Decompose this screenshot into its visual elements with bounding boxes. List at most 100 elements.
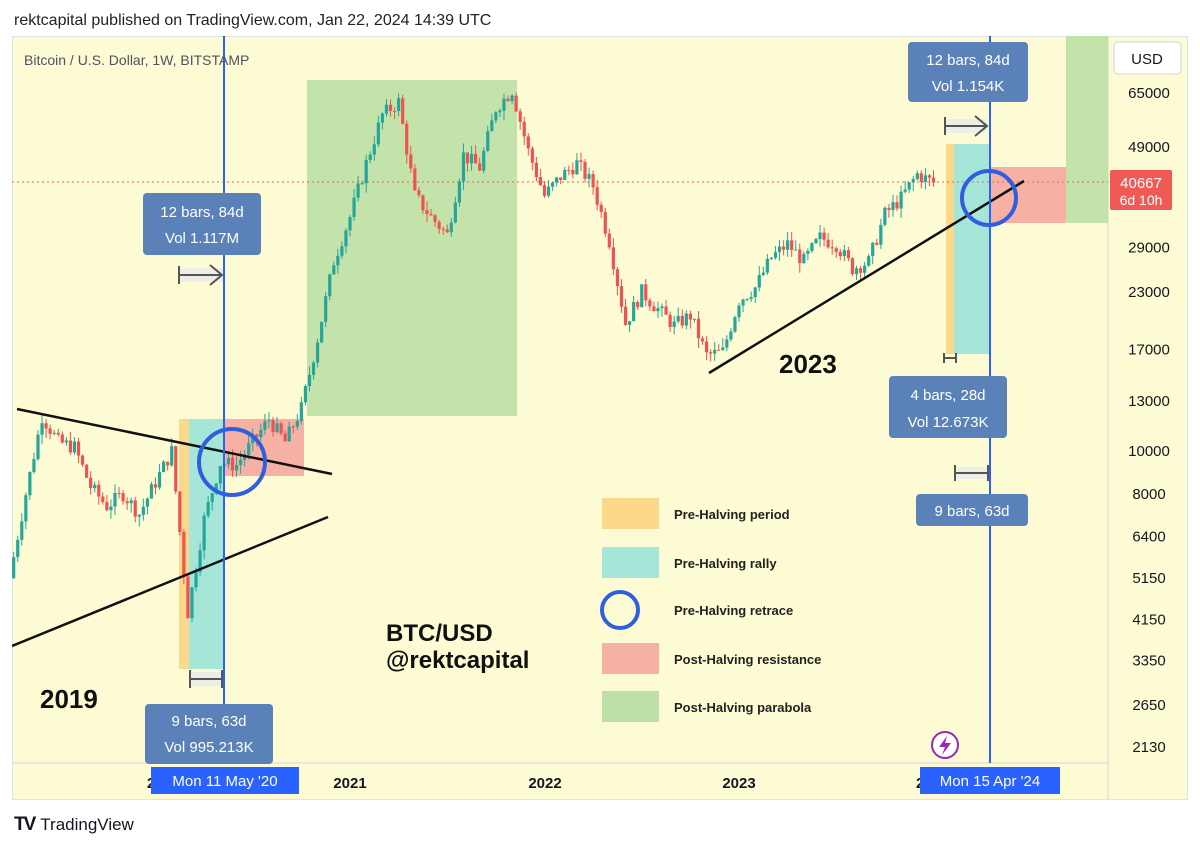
candle-body (372, 144, 376, 155)
trendline-2019-ascending (12, 515, 329, 648)
range-arrow-2024-top (944, 115, 989, 137)
candle-body (798, 249, 802, 264)
time-marker-halving-2024: Mon 15 Apr '24 (920, 767, 1060, 794)
candle-body (478, 163, 482, 171)
watermark-line-2: @rektcapital (386, 647, 529, 674)
chart-svg[interactable]: 12 bars, 84d Vol 1.117M 9 bars, 63d Vol … (12, 36, 1188, 800)
candle-body (247, 443, 251, 455)
candle-body (437, 221, 441, 229)
legend-swatch (602, 643, 659, 674)
info-box-2024-top: 12 bars, 84d Vol 1.154K (908, 42, 1028, 102)
range-arrow-2020-bottom (189, 670, 223, 688)
currency-button[interactable]: USD (1113, 41, 1182, 75)
candle-body (20, 521, 24, 540)
candle-body (32, 459, 36, 473)
candle-body (433, 215, 437, 222)
candle-body (109, 506, 113, 511)
candle-body (287, 426, 291, 442)
chart-frame[interactable]: 12 bars, 84d Vol 1.117M 9 bars, 63d Vol … (12, 36, 1188, 800)
candle-body (761, 272, 765, 275)
candle-body (263, 421, 267, 430)
candle-body (838, 251, 842, 257)
candle-body (518, 111, 522, 122)
candle-body (648, 300, 652, 307)
candle-body (101, 496, 105, 503)
info-box-line: 9 bars, 63d (171, 713, 246, 730)
candle-body (328, 274, 332, 297)
candle-body (490, 120, 494, 132)
candle-body (704, 341, 709, 353)
currency-button-label: USD (1131, 51, 1163, 68)
tradingview-logo[interactable]: TV TradingView (14, 814, 134, 836)
candle-body (781, 246, 786, 250)
candle-body (68, 440, 73, 453)
candle-body (652, 306, 656, 312)
candle-body (794, 249, 798, 251)
candle-body (749, 297, 753, 299)
y-tick-label: 6400 (1132, 529, 1165, 546)
candle-body (320, 321, 324, 343)
candle-body (919, 173, 923, 182)
candle-body (97, 484, 101, 497)
candle-body (332, 265, 336, 275)
candle-body (822, 232, 826, 240)
candle-body (567, 169, 571, 171)
candle-body (413, 168, 417, 191)
candle-body (595, 187, 599, 205)
candle-body (721, 347, 725, 350)
candle-body (461, 152, 466, 182)
x-tick-label: 2023 (722, 775, 755, 792)
candle-body (85, 464, 89, 478)
candle-body (863, 265, 867, 273)
tradingview-brand-label: TradingView (40, 815, 134, 834)
candle-body (790, 240, 794, 250)
candle-body (465, 152, 470, 164)
candle-body (753, 287, 757, 298)
price-axis-panel (1107, 36, 1188, 800)
candle-body (125, 501, 129, 504)
candle-body (210, 493, 214, 502)
candle-body (397, 98, 401, 112)
candle-body (60, 434, 64, 443)
candle-body (931, 177, 936, 183)
candle-body (899, 191, 903, 209)
candle-body (275, 423, 279, 433)
candle-body (611, 247, 615, 270)
candle-body (190, 587, 194, 619)
info-box-line: Vol 995.213K (164, 739, 253, 756)
candle-body (619, 286, 624, 307)
candle-body (453, 202, 457, 223)
info-box-2024-mid: 4 bars, 28d Vol 12.673K (889, 376, 1007, 438)
candle-body (182, 532, 186, 577)
candle-body (923, 175, 927, 182)
candle-body (474, 153, 478, 164)
candle-body (234, 465, 239, 471)
candle-body (48, 428, 52, 434)
legend-swatch (602, 498, 659, 529)
candle-body (307, 374, 312, 386)
range-arrow-2024-bottom (954, 465, 989, 481)
candle-body (267, 420, 271, 422)
published-caption: rektcapital published on TradingView.com… (14, 12, 492, 29)
candle-body (623, 306, 628, 325)
candle-body (291, 426, 295, 428)
candle-body (672, 321, 676, 328)
candle-body (915, 173, 919, 180)
candle-body (28, 472, 32, 496)
candle-body (765, 258, 769, 273)
candle-body (384, 104, 389, 114)
candle-body (368, 154, 372, 160)
candle-body (700, 338, 705, 342)
candle-body (709, 352, 713, 354)
candle-body (174, 446, 178, 492)
candle-body (632, 301, 636, 322)
candle-body (583, 161, 587, 179)
candle-body (850, 258, 855, 275)
x-tick-label: 2021 (333, 775, 366, 792)
lightning-icon[interactable] (931, 731, 959, 759)
candle-body (457, 181, 462, 203)
legend-label: Pre-Halving period (674, 507, 790, 522)
info-box-line: 12 bars, 84d (926, 52, 1009, 69)
candle-body (903, 189, 907, 192)
y-tick-label: 3350 (1132, 652, 1165, 669)
